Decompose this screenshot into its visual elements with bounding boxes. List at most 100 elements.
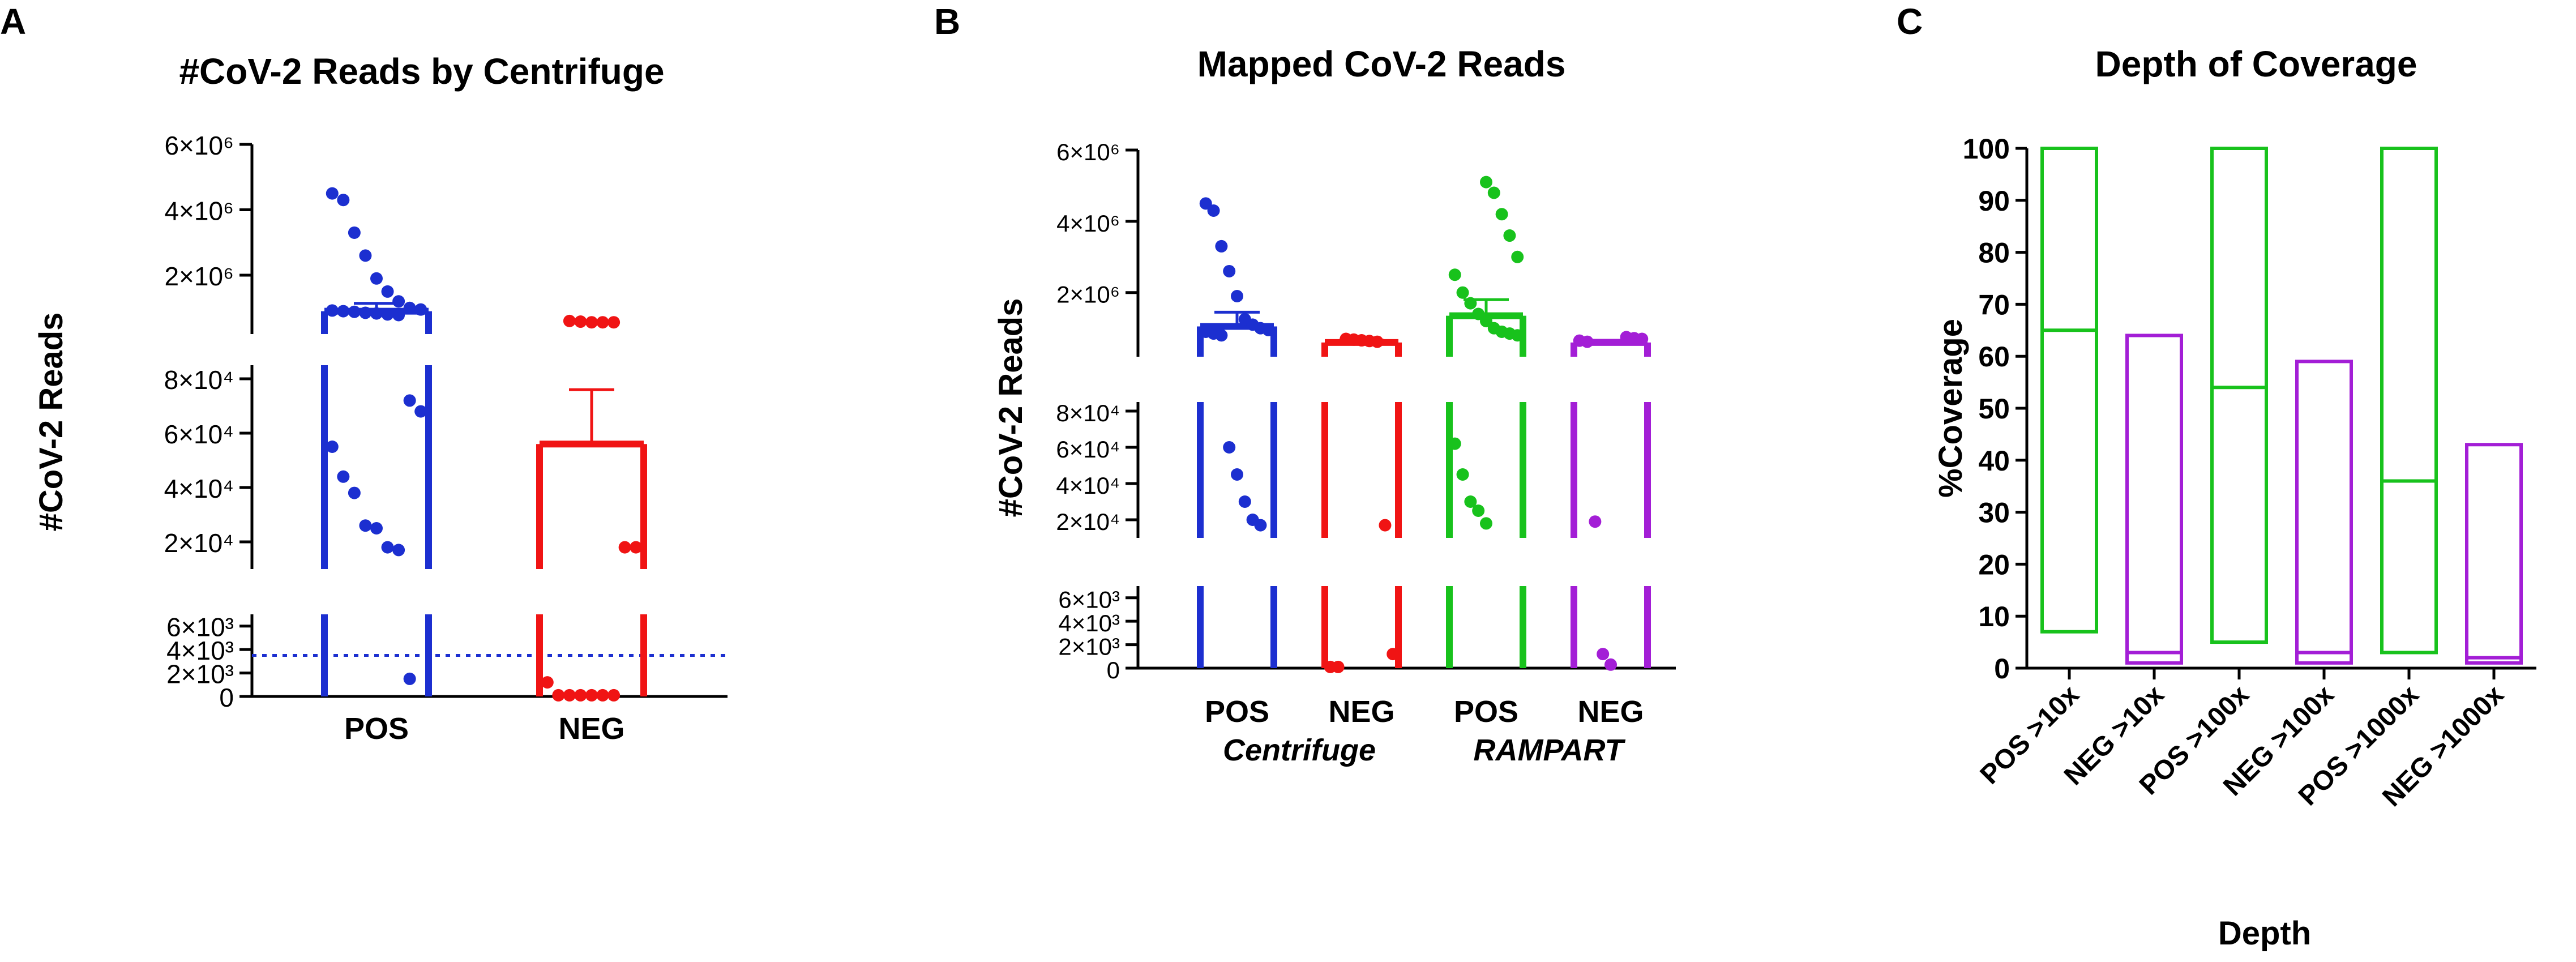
y-tick-label: 90 (1978, 185, 2010, 217)
data-point (1215, 329, 1228, 342)
data-point (359, 306, 372, 319)
y-tick-label: 70 (1978, 289, 2010, 320)
data-point (414, 303, 427, 316)
x-category-label: POS (344, 712, 409, 746)
data-point (618, 541, 631, 554)
data-point (403, 301, 416, 314)
data-point (1597, 648, 1610, 661)
data-point (392, 295, 405, 308)
data-point (585, 689, 598, 702)
data-point (414, 405, 427, 418)
data-point (1448, 268, 1461, 281)
y-tick-label: 2×10³ (166, 660, 234, 689)
data-point (359, 249, 372, 262)
x-category-label: NEG (1577, 695, 1644, 729)
data-point (337, 194, 350, 207)
y-tick-label: 0 (1994, 653, 2010, 685)
data-point (1636, 332, 1649, 345)
floating-bar (2125, 334, 2183, 665)
data-point (1456, 286, 1469, 299)
data-point (359, 519, 372, 532)
y-axis-label: %Coverage (1932, 319, 1969, 498)
data-point (1511, 250, 1524, 263)
x-group-label: Centrifuge (1223, 733, 1376, 767)
panel-b-title: Mapped CoV-2 Reads (1197, 44, 1566, 84)
data-point (1332, 660, 1345, 673)
data-point (1207, 204, 1220, 217)
panel-a: A #CoV-2 Reads by Centrifuge 02×10³4×10³… (0, 1, 728, 746)
y-tick-label: 4×10³ (166, 636, 234, 665)
data-point (1231, 468, 1243, 481)
data-point (381, 308, 394, 321)
data-point (1387, 648, 1400, 661)
data-point (370, 522, 383, 535)
data-point (585, 316, 598, 329)
y-axis-label: #CoV-2 Reads (992, 298, 1029, 518)
y-tick-label: 4×10⁶ (164, 196, 234, 226)
panel-b-letter: B (934, 1, 960, 42)
data-point (1223, 264, 1236, 277)
data-point (1480, 176, 1492, 189)
data-point (1231, 290, 1243, 303)
data-point (1254, 519, 1267, 532)
data-point (607, 316, 621, 329)
data-point (337, 305, 350, 318)
data-point (1371, 335, 1384, 348)
data-point (1448, 437, 1461, 450)
data-point (381, 541, 394, 554)
data-point (392, 544, 405, 557)
panel-a-letter: A (0, 1, 26, 42)
x-category-label: NEG (558, 712, 624, 746)
data-point (1379, 519, 1392, 532)
y-tick-label: 6×10³ (1058, 587, 1120, 613)
floating-bar (2465, 443, 2523, 665)
data-point (563, 314, 576, 327)
data-point (337, 470, 350, 483)
x-axis-label: Depth (2218, 915, 2311, 952)
y-tick-label: 2×10⁴ (1056, 508, 1120, 535)
y-tick-label: 6×10³ (166, 613, 234, 642)
y-tick-label: 2×10⁶ (164, 262, 234, 291)
y-tick-label: 50 (1978, 393, 2010, 425)
floating-bar (2295, 360, 2353, 665)
y-tick-label: 4×10³ (1058, 610, 1120, 636)
x-category-label: NEG (1328, 695, 1394, 729)
data-point (1581, 335, 1594, 348)
data-point (1456, 468, 1469, 481)
floating-bar (2210, 147, 2268, 644)
data-point (381, 285, 394, 298)
floating-bar (2380, 147, 2438, 655)
y-tick-label: 10 (1978, 601, 2010, 632)
data-point (1215, 240, 1228, 253)
data-point (348, 486, 361, 499)
panel-c: C Depth of Coverage 0 10 20 30 40 50 60 70 80 90 1… (1897, 1, 2536, 952)
data-point (596, 689, 609, 702)
data-point (1511, 329, 1524, 342)
x-category-label: POS (1205, 695, 1269, 729)
data-point (403, 394, 416, 407)
data-point (574, 315, 587, 328)
x-category-label: POS (1454, 695, 1518, 729)
data-point (1262, 323, 1275, 336)
y-tick-label: 0 (1107, 657, 1120, 683)
y-tick-label: 0 (219, 683, 234, 712)
data-point (348, 305, 361, 318)
data-point (574, 689, 587, 702)
data-point (607, 689, 621, 702)
y-tick-label: 40 (1978, 445, 2010, 477)
y-tick-label: 6×10⁶ (164, 131, 234, 160)
y-tick-label: 8×10⁴ (164, 365, 234, 395)
data-point (1464, 495, 1477, 508)
data-point (1487, 186, 1500, 199)
y-tick-label: 30 (1978, 497, 2010, 529)
y-tick-label: 100 (1963, 133, 2010, 165)
data-point (326, 441, 339, 453)
y-tick-label: 6×10⁴ (1056, 436, 1120, 463)
y-tick-label: 8×10⁴ (1056, 400, 1120, 426)
panel-c-letter: C (1897, 1, 1923, 42)
y-tick-label: 2×10⁴ (164, 528, 234, 558)
